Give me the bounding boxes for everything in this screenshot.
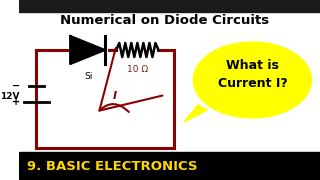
FancyArrowPatch shape (100, 48, 163, 112)
Bar (20, 0, 320, 12)
Text: 12V: 12V (0, 91, 20, 100)
Text: What is
Current I?: What is Current I? (218, 58, 287, 89)
Text: I: I (113, 91, 117, 101)
Bar (20, 152, 320, 180)
Ellipse shape (193, 42, 312, 118)
Text: −: − (12, 81, 20, 91)
Text: 10 Ω: 10 Ω (127, 65, 148, 74)
Text: +: + (12, 97, 20, 107)
Polygon shape (184, 105, 207, 122)
Text: Si: Si (84, 72, 93, 81)
Text: Numerical on Diode Circuits: Numerical on Diode Circuits (60, 14, 270, 26)
Polygon shape (70, 36, 105, 64)
Text: 9. BASIC ELECTRONICS: 9. BASIC ELECTRONICS (27, 159, 197, 172)
